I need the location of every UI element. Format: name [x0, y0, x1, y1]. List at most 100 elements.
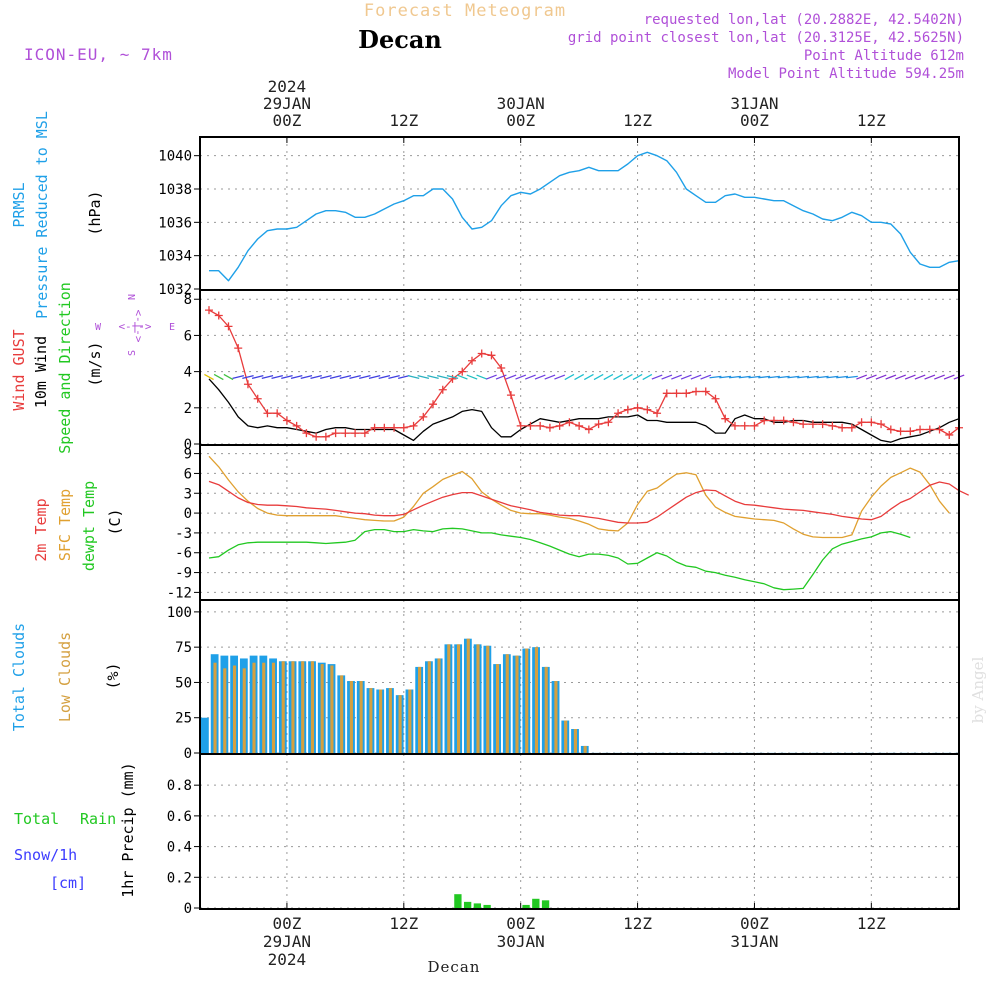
gust-point — [623, 405, 632, 414]
top-time-label: 30JAN — [497, 94, 545, 113]
y-tick-label: 50 — [175, 675, 192, 691]
wind-direction-arrow — [349, 375, 361, 380]
y-tick-label: 1036 — [158, 215, 192, 231]
low-cloud-bar — [388, 688, 392, 753]
gust-point — [818, 420, 827, 429]
low-cloud-bar — [379, 689, 383, 753]
wind-direction-arrow — [378, 375, 391, 380]
panel-frame-wind — [199, 289, 960, 446]
wind-direction-arrow — [554, 374, 566, 380]
gust-point — [331, 429, 340, 438]
gust-point — [779, 416, 788, 425]
low-cloud-bar — [466, 638, 470, 753]
pressure-unit-label: (hPa) — [86, 190, 104, 235]
wind-direction-arrow — [671, 374, 682, 380]
wind-direction-arrow — [758, 375, 771, 379]
total-cloud-bar — [201, 717, 209, 753]
wind-direction-arrow — [427, 375, 439, 380]
gust-point — [516, 421, 525, 430]
y-tick-label: 0 — [184, 437, 192, 453]
bottom-time-label: 12Z — [623, 914, 652, 933]
top-time-label: 00Z — [272, 111, 301, 130]
wind-direction-arrow — [593, 373, 604, 381]
wind-direction-arrow — [359, 375, 371, 380]
wind-direction-arrow — [574, 373, 585, 381]
gust-point — [536, 421, 545, 430]
wind-direction-arrow — [534, 374, 546, 380]
low-cloud-bar — [242, 668, 246, 753]
wind-direction-arrow — [446, 375, 459, 380]
low-cloud-bar — [262, 662, 266, 753]
wind-direction-arrow — [310, 375, 322, 380]
y-tick-label: 6 — [184, 466, 192, 482]
wind10m-label: 10m Wind — [32, 336, 50, 408]
snow-label: Snow/1h — [14, 846, 77, 864]
bottom-time-label: 29JAN — [263, 932, 311, 951]
gust-point — [360, 429, 369, 438]
wind-direction-arrow — [728, 375, 741, 379]
wind-direction-arrow — [767, 375, 780, 379]
gust-point — [906, 427, 915, 436]
wind-direction-arrow — [787, 375, 800, 379]
footer-location: Decan — [428, 958, 481, 976]
low-cloud-bar — [583, 745, 587, 753]
wind10m-line — [208, 378, 960, 443]
gust-point — [838, 423, 847, 432]
wind-direction-arrow — [680, 374, 692, 380]
low-cloud-bar — [476, 644, 480, 753]
gust-point — [399, 423, 408, 432]
wind-direction-arrow — [642, 373, 653, 381]
wind-direction-arrow — [524, 374, 536, 380]
wind-direction-arrow — [505, 374, 517, 380]
y-tick-label: 25 — [175, 711, 192, 727]
gust-point — [448, 374, 457, 383]
gust-point — [925, 425, 934, 434]
gridpoint-coords: grid point closest lon,lat (20.3125E, 42… — [568, 30, 964, 46]
gust-point — [662, 389, 671, 398]
wind-direction-arrow — [836, 375, 849, 379]
low-cloud-bar — [301, 661, 305, 753]
gust-point — [497, 364, 506, 372]
temp2m-label: 2m Temp — [32, 498, 50, 561]
gust-point — [584, 425, 593, 434]
low-cloud-bar — [340, 675, 344, 753]
gust-point — [945, 430, 954, 439]
wind-direction-arrow — [290, 375, 303, 380]
y-tick-label: 0.4 — [167, 840, 192, 856]
low-cloud-bar — [525, 648, 529, 753]
wind-direction-arrow — [368, 375, 381, 380]
gust-point — [633, 403, 642, 412]
wind-direction-arrow — [407, 375, 420, 380]
gust-point — [789, 418, 798, 427]
rain-label: Rain — [80, 810, 116, 828]
wind-direction-arrow — [232, 375, 245, 380]
wind-direction-arrow — [466, 374, 478, 380]
y-tick-label: 0 — [184, 746, 192, 762]
bottom-time-label: 12Z — [389, 914, 418, 933]
gust-point — [565, 418, 574, 427]
rain-bar — [532, 898, 540, 908]
pressure-desc-label: Pressure Reduced to MSL — [33, 111, 51, 319]
gust-point — [438, 385, 447, 394]
wind-direction-arrow — [914, 374, 926, 380]
precip-unit-label: 1hr Precip (mm) — [119, 762, 137, 897]
wind-direction-arrow — [719, 375, 732, 379]
top-time-label: 2024 — [268, 77, 307, 96]
requested-coords: requested lon,lat (20.2882E, 42.5402N) — [644, 12, 964, 28]
bottom-time-label: 31JAN — [730, 932, 778, 951]
gust-label: Wind GUST — [10, 329, 28, 410]
y-tick-label: 1040 — [158, 149, 192, 165]
low-cloud-bar — [456, 644, 461, 753]
temp-unit-label: (C) — [106, 508, 124, 535]
wind-direction-arrow — [213, 373, 224, 381]
point-altitude: Point Altitude 612m — [804, 48, 964, 64]
low-cloud-bar — [515, 655, 519, 753]
low-cloud-bar — [310, 661, 314, 753]
pressure-line — [209, 151, 960, 282]
wind-direction-arrow — [204, 373, 214, 381]
y-tick-label: 0.8 — [167, 778, 192, 794]
gust-point — [380, 423, 389, 432]
rain-bar — [483, 904, 491, 908]
top-time-label: 00Z — [740, 111, 769, 130]
wind-direction-arrow — [476, 374, 488, 380]
